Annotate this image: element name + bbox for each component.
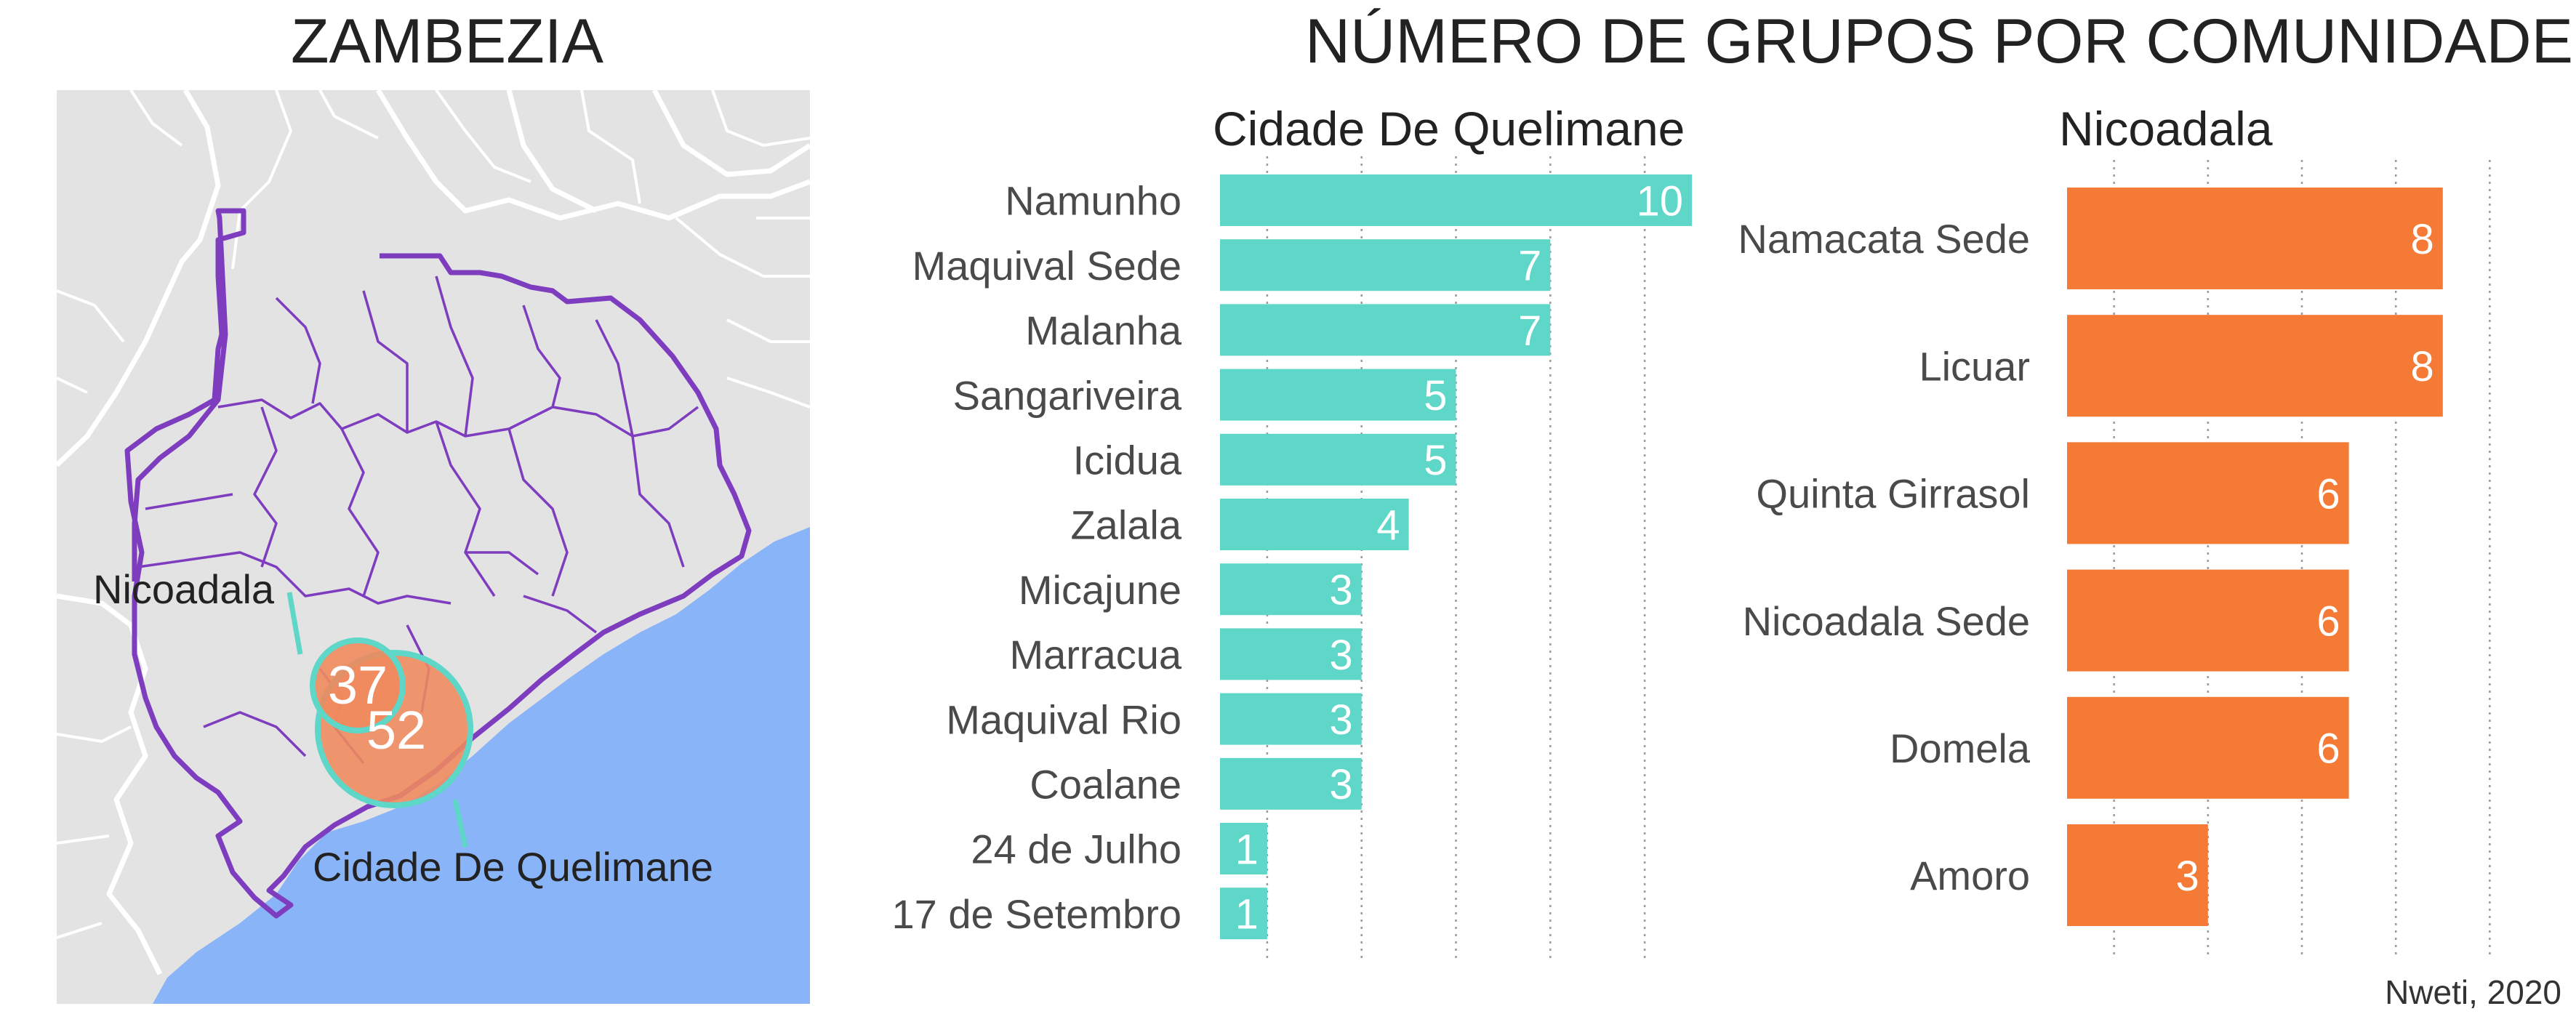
cidade-de-quelimane-category-label-malanha: Malanha [1025,307,1182,353]
cidade-de-quelimane-value-label-micajune: 3 [1329,567,1352,614]
nicoadala-category-label-namacata-sede: Namacata Sede [1738,216,2030,262]
nicoadala-bar-amoro [2067,824,2208,926]
cidade-de-quelimane-category-label-zalala: Zalala [1070,502,1181,548]
cidade-de-quelimane-value-label-sangariveira: 5 [1424,372,1447,419]
cidade-de-quelimane-chart-title: Cidade De Quelimane [1213,102,1685,156]
cidade-de-quelimane-category-label-icidua: Icidua [1073,437,1182,483]
cidade-de-quelimane-value-label-maquival-sede: 7 [1518,243,1541,290]
nicoadala-value-label-nicoadala-sede: 6 [2316,598,2340,645]
nicoadala-bar-licuar [2067,315,2443,417]
nicoadala-bar-quinta-girrasol [2067,442,2349,544]
nicoadala-value-label-quinta-girrasol: 6 [2316,470,2340,518]
cidade-de-quelimane-category-label-maquival-rio: Maquival Rio [946,696,1181,742]
nicoadala-value-label-domela: 6 [2316,725,2340,773]
nicoadala-category-label-licuar: Licuar [1919,343,2030,389]
cidade-de-quelimane-value-label-zalala: 4 [1376,502,1400,549]
cidade-de-quelimane-bar-namunho [1220,174,1692,226]
nicoadala-value-label-namacata-sede: 8 [2411,216,2434,263]
cidade-de-quelimane-category-label-marracua: Marracua [1009,632,1181,677]
bubble-cidade-de-quelimane-label: Cidade De Quelimane [313,844,713,890]
nicoadala-leader-line [286,592,303,655]
cidade-de-quelimane-value-label-coalane: 3 [1329,761,1352,808]
map-district-borders [57,90,810,939]
nicoadala-category-label-quinta-girrasol: Quinta Girrasol [1756,471,2030,517]
map-sea [153,527,810,1004]
cidade-de-quelimane-category-label-17-de-setembro: 17 de Setembro [892,891,1181,937]
bubble-nicoadala [310,637,406,733]
map-title: ZAMBEZIA [291,7,604,76]
chart-main-title: NÚMERO DE GRUPOS POR COMUNIDADE [1305,7,2574,76]
cidade-de-quelimane-bar-maquival-sede [1220,239,1551,291]
nicoadala-bar-namacata-sede [2067,188,2443,289]
cidade-de-quelimane-category-label-micajune: Micajune [1019,567,1181,613]
bubble-cidade-de-quelimane-value: 52 [366,700,426,760]
cidade-de-quelimane-category-label-24-de-julho: 24 de Julho [971,826,1181,872]
cidade-de-quelimane-bar-coalane [1220,757,1362,810]
cidade-de-quelimane-value-label-icidua: 5 [1424,437,1447,484]
nicoadala-value-label-amoro: 3 [2176,853,2199,900]
cidade-de-quelimane-bar-sangariveira [1220,369,1456,421]
cidade-de-quelimane-value-label-maquival-rio: 3 [1329,696,1352,744]
cidade-de-quelimane-bar-17-de-setembro [1220,888,1267,940]
cidade-de-quelimane-value-label-namunho: 10 [1636,177,1683,225]
cidade-de-quelimane-category-label-namunho: Namunho [1005,178,1181,224]
cidade-de-quelimane-value-label-malanha: 7 [1518,307,1541,355]
cidade-de-quelimane-bar-24-de-julho [1220,823,1267,874]
cidade-de-quelimane-bar-micajune [1220,563,1362,616]
cidade-de-quelimane-bar-icidua [1220,433,1456,486]
cidade-de-quelimane-bar-marracua [1220,628,1362,680]
bubble-nicoadala-label: Nicoadala [93,566,275,612]
nicoadala-chart-title: Nicoadala [2059,102,2273,156]
quelimane-leader-line [452,799,468,848]
zambezia-province [124,208,752,919]
cidade-de-quelimane-bar-maquival-rio [1220,693,1362,745]
cidade-de-quelimane-value-label-marracua: 3 [1329,632,1352,679]
nicoadala-value-label-licuar: 8 [2411,343,2434,390]
source-credit: Nweti, 2020 [2385,973,2561,1011]
nicoadala-category-label-nicoadala-sede: Nicoadala Sede [1743,598,2030,644]
map-bubbles: 37 52 Nicoadala Cidade De Quelimane [93,566,713,890]
nicoadala-category-label-amoro: Amoro [1910,853,2030,898]
cidade-de-quelimane-category-label-sangariveira: Sangariveira [953,372,1182,418]
nicoadala-bar-domela [2067,696,2349,799]
cidade-de-quelimane-value-label-17-de-setembro: 1 [1235,891,1259,938]
cidade-de-quelimane-value-label-24-de-julho: 1 [1235,826,1259,873]
cidade-de-quelimane-category-label-maquival-sede: Maquival Sede [912,243,1181,289]
cidade-de-quelimane-bar-zalala [1220,499,1409,550]
nicoadala-category-label-domela: Domela [1890,725,2031,771]
cidade-de-quelimane-bar-malanha [1220,304,1551,356]
map-country-borders [57,90,810,975]
bubble-nicoadala-value: 37 [328,655,388,715]
nicoadala-bar-nicoadala-sede [2067,569,2349,672]
cidade-de-quelimane-category-label-coalane: Coalane [1030,761,1181,807]
